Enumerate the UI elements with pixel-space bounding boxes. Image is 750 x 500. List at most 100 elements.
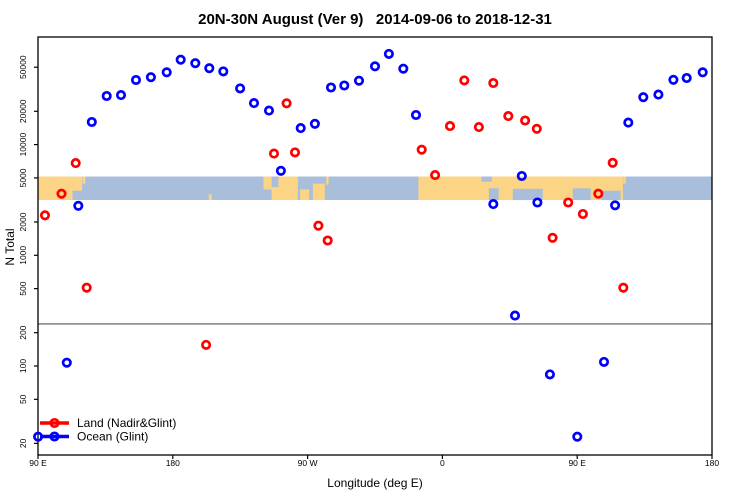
data-point-land: [281, 98, 292, 109]
data-point-ocean: [61, 357, 72, 368]
data-point-ocean: [73, 200, 84, 211]
data-point-land: [520, 115, 531, 126]
data-point-ocean: [325, 82, 337, 93]
data-point-ocean: [204, 63, 215, 74]
map-ocean-region: [488, 188, 499, 201]
x-tick-label: 180: [166, 458, 180, 468]
map-land-region: [300, 189, 310, 201]
data-point-ocean: [130, 74, 142, 86]
data-point-ocean: [544, 369, 555, 380]
data-point-land: [430, 170, 441, 181]
data-point-ocean: [681, 72, 692, 84]
chart-title: 20N-30N August (Ver 9) 2014-09-06 to 201…: [198, 11, 552, 28]
data-point-land: [56, 188, 67, 199]
y-tick-label: 500: [18, 281, 28, 295]
data-point-ocean: [295, 123, 306, 134]
map-ocean-region: [572, 188, 591, 201]
data-point-ocean: [161, 67, 172, 78]
y-tick-label: 100: [18, 359, 28, 373]
y-tick-label: 50: [18, 394, 28, 404]
data-point-ocean: [697, 67, 708, 78]
data-point-land: [503, 111, 514, 122]
data-point-ocean: [383, 48, 394, 59]
data-point-land: [607, 157, 618, 168]
x-tick-label: 180: [705, 458, 719, 468]
data-point-ocean: [668, 74, 679, 85]
data-point-ocean: [339, 80, 350, 91]
data-point-land: [577, 208, 588, 220]
data-point-ocean: [638, 92, 649, 103]
data-point-ocean: [653, 89, 664, 100]
y-tick-label: 50000: [18, 55, 28, 79]
data-point-land: [459, 75, 470, 86]
map-land-region: [312, 183, 325, 201]
data-point-ocean: [516, 170, 527, 182]
y-tick-label: 10000: [18, 133, 28, 157]
data-point-ocean: [86, 116, 97, 128]
map-land-region: [326, 176, 329, 185]
data-point-ocean: [398, 63, 409, 74]
x-tick-label: 90 E: [568, 458, 586, 468]
data-point-land: [70, 158, 81, 169]
data-point-ocean: [598, 356, 610, 367]
data-point-ocean: [218, 66, 229, 77]
data-point-ocean: [410, 109, 422, 121]
data-point-land: [531, 123, 542, 134]
data-point-ocean: [175, 54, 186, 65]
data-point-land: [322, 235, 333, 246]
data-point-land: [416, 144, 427, 155]
x-tick-label: 90 W: [298, 458, 318, 468]
y-tick-label: 200: [18, 325, 28, 339]
y-tick-label: 5000: [18, 168, 28, 187]
x-tick-label: 90 E: [29, 458, 47, 468]
data-point-land: [593, 188, 604, 199]
data-point-land: [201, 339, 212, 350]
data-point-land: [618, 282, 629, 293]
data-point-land: [473, 122, 484, 133]
data-point-ocean: [610, 200, 621, 211]
data-point-land: [289, 147, 301, 158]
map-land-region: [418, 176, 623, 201]
plot-border: [37, 36, 713, 456]
data-point-ocean: [532, 197, 543, 208]
data-point-ocean: [101, 90, 112, 102]
data-point-ocean: [623, 117, 634, 128]
data-point-land: [268, 148, 280, 159]
legend-marker: [49, 431, 60, 442]
data-point-land: [81, 282, 92, 293]
x-tick-label: 0: [440, 458, 445, 468]
map-ocean-region: [512, 188, 543, 201]
data-point-ocean: [509, 310, 521, 321]
data-point-land: [488, 77, 499, 89]
data-point-land: [313, 220, 324, 231]
map-land-region: [623, 176, 626, 184]
data-point-ocean: [275, 165, 286, 176]
data-point-ocean: [572, 431, 583, 442]
series-ocean: [33, 48, 708, 442]
map-ocean-region: [481, 176, 492, 182]
legend-label: Land (Nadir&Glint): [77, 416, 176, 430]
data-point-ocean: [145, 72, 156, 83]
data-point-ocean: [115, 90, 127, 101]
legend: Land (Nadir&Glint)Ocean (Glint): [40, 416, 176, 444]
map-land-region: [208, 194, 212, 201]
map-land-region: [72, 176, 83, 191]
map-strip: [38, 176, 712, 201]
data-point-ocean: [488, 199, 499, 210]
data-point-land: [547, 232, 558, 243]
data-point-ocean: [248, 98, 260, 109]
map-land-region: [82, 176, 86, 184]
data-point-ocean: [353, 75, 365, 86]
data-point-land: [39, 210, 51, 221]
data-point-ocean: [369, 61, 381, 72]
data-point-ocean: [190, 58, 201, 69]
y-tick-label: 2000: [18, 212, 28, 231]
series-land: [39, 75, 629, 350]
data-point-ocean: [309, 118, 320, 129]
x-axis-label: Longitude (deg E): [327, 476, 423, 490]
data-point-ocean: [263, 105, 275, 116]
data-point-land: [563, 197, 574, 208]
map-land-region: [38, 176, 73, 201]
